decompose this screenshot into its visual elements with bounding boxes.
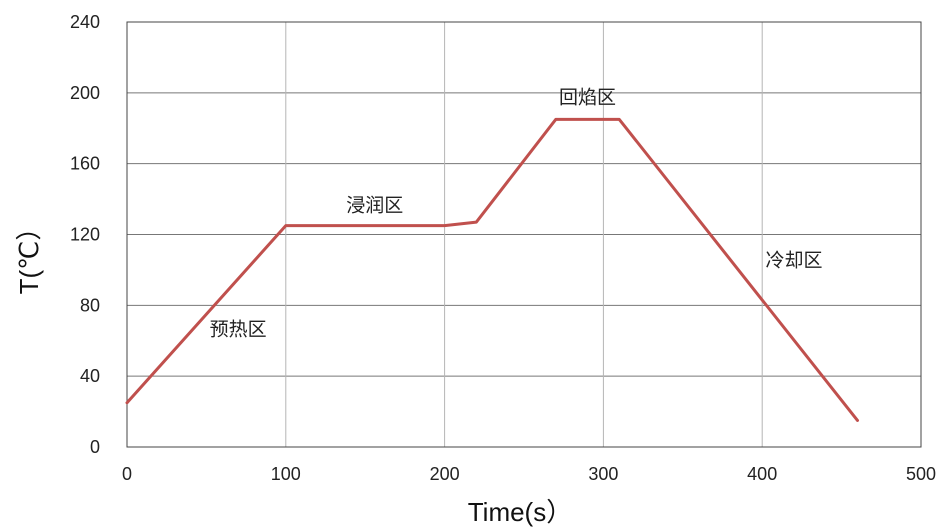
y-tick-label: 120 [70,225,100,245]
x-tick-label: 400 [747,464,777,484]
x-tick-label: 500 [906,464,936,484]
annotation-label: 回焰区 [559,86,616,108]
y-tick-label: 200 [70,83,100,103]
y-tick-label: 80 [80,295,100,315]
x-tick-label: 0 [122,464,132,484]
plot-area-border [126,21,922,448]
x-tick-label: 300 [588,464,618,484]
annotation-label: 浸润区 [346,194,403,216]
series-line [125,117,859,422]
annotation-label: 预热区 [210,318,267,340]
series-layer [125,117,859,422]
y-tick-label: 160 [70,154,100,174]
y-axis-title: T(℃） [14,215,44,295]
x-tick-label: 200 [430,464,460,484]
y-tick-label: 40 [80,366,100,386]
y-axis-tick-labels: 0 40 80 120 160 200 240 [70,12,100,457]
y-tick-label: 0 [90,437,100,457]
x-axis-tick-labels: 0 100 200 300 400 500 [122,464,936,484]
x-axis-title: Time(s） [468,497,572,527]
annotation-label: 冷却区 [765,249,822,271]
y-tick-label: 240 [70,12,100,32]
x-tick-label: 100 [271,464,301,484]
